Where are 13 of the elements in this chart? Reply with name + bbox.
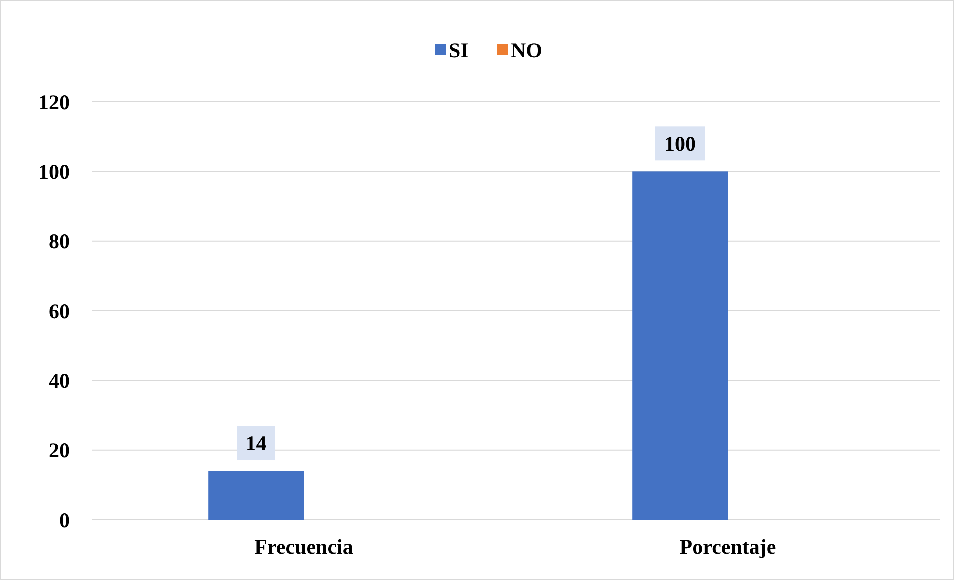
y-tick-label: 100 [38,160,70,184]
y-tick-label: 0 [60,508,70,532]
x-tick-label: Porcentaje [680,535,776,559]
y-tick-label: 80 [49,230,70,254]
y-tick-label: 20 [49,438,70,463]
data-label: 100 [664,132,696,156]
y-tick-label: 120 [38,90,70,114]
legend-label: SI [449,38,469,62]
data-label: 14 [246,432,268,456]
x-tick-label: Frecuencia [254,535,354,559]
y-tick-label: 60 [49,299,70,324]
y-tick-label: 40 [49,369,70,394]
legend-label: NO [511,38,542,62]
